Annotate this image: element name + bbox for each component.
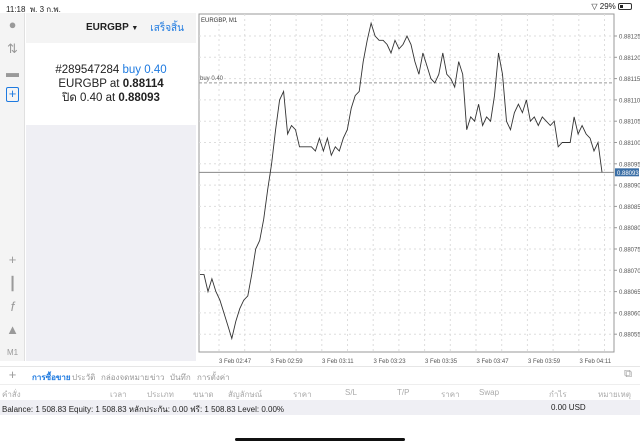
y-tick-label: 0.88100: [619, 141, 640, 147]
battery-icon: [618, 3, 632, 11]
balance-row: Balance: 1 508.83 Equity: 1 508.83 หลักป…: [0, 400, 640, 415]
y-tick-label: 0.88055: [619, 333, 640, 339]
col-current-price: ราคา: [441, 390, 460, 399]
order-id: #289547284: [55, 64, 120, 76]
col-time: เวลา: [110, 390, 127, 399]
open-price: 0.88114: [122, 78, 164, 90]
order-panel: EURGBP ▼ เสร็จสิ้น #289547284 buy 0.40 E…: [26, 13, 196, 361]
x-tick-label: 3 Feb 03:35: [425, 359, 458, 365]
clock: 11:18: [6, 5, 26, 14]
home-indicator[interactable]: [235, 438, 405, 441]
col-type: ประเภท: [147, 390, 174, 399]
wifi-icon: ▽: [591, 2, 598, 11]
current-price-label: 0.88093: [617, 171, 639, 177]
add-icon[interactable]: +: [8, 367, 17, 382]
total-profit: 0.00 USD: [551, 403, 586, 412]
expand-icon[interactable]: ⧉: [624, 368, 632, 380]
x-tick-label: 3 Feb 03:59: [528, 359, 561, 365]
chevron-down-icon: ▼: [131, 25, 139, 32]
col-sl: S/L: [345, 388, 358, 397]
y-tick-label: 0.88080: [619, 226, 640, 232]
y-tick-label: 0.88065: [619, 290, 640, 296]
order-panel-header: EURGBP ▼ เสร็จสิ้น: [26, 13, 196, 43]
y-tick-label: 0.88115: [619, 77, 640, 83]
new-order-icon[interactable]: +: [6, 87, 19, 102]
chart-svg[interactable]: 0.88125 0.88120 0.88115 0.88110 0.88105 0.881…: [197, 13, 640, 368]
y-tick-label: 0.88105: [619, 120, 640, 126]
y-tick-label: 0.88110: [619, 98, 640, 104]
trade-icon[interactable]: ⇅: [7, 41, 18, 56]
date: พ. 3 ก.พ.: [29, 5, 61, 14]
col-comment: หมายเหตุ: [598, 390, 631, 399]
bottom-tabs: การซื้อขาย ประวัติ กล่องจดหมาย ข่าว บันท…: [0, 366, 640, 383]
y-tick-label: 0.88075: [619, 248, 640, 254]
x-tick-label: 3 Feb 03:11: [322, 359, 354, 365]
tab-news[interactable]: ข่าว: [150, 373, 165, 382]
table-header: คำสั่ง เวลา ประเภท ขนาด สัญลักษณ์ ราคา S…: [0, 384, 640, 399]
close-price: 0.88093: [118, 92, 160, 104]
y-tick-label: 0.88060: [619, 311, 640, 317]
tab-journal[interactable]: บันทึก: [170, 373, 191, 382]
y-tick-label: 0.88125: [619, 35, 640, 41]
tab-history[interactable]: ประวัติ: [72, 373, 96, 382]
balance-summary: Balance: 1 508.83 Equity: 1 508.83 หลักป…: [2, 405, 285, 414]
y-tick-label: 0.88095: [619, 162, 640, 168]
order-symbol-label: EURGBP at: [58, 78, 120, 90]
y-tick-label: 0.88085: [619, 205, 640, 211]
account-icon[interactable]: ●: [8, 17, 17, 32]
tab-trade[interactable]: การซื้อขาย: [32, 373, 71, 382]
toolbar-left: ● ⇅ ▬ + + ┃ f ▲ M1: [0, 13, 25, 361]
crosshair-icon[interactable]: +: [8, 252, 17, 267]
order-line-label: buy 0.40: [200, 76, 224, 82]
current-price-tag: [615, 168, 639, 177]
price-line: [200, 21, 603, 341]
x-tick-label: 3 Feb 03:47: [477, 359, 510, 365]
col-order: คำสั่ง: [2, 390, 21, 399]
close-label: ปิด 0.40 at: [62, 92, 116, 104]
order-type: buy 0.40: [122, 64, 167, 76]
indicators-icon[interactable]: f: [10, 299, 15, 314]
x-tick-label: 3 Feb 02:47: [219, 359, 252, 365]
objects-icon[interactable]: ▲: [6, 322, 19, 337]
order-result: #289547284 buy 0.40 EURGBP at 0.88114 ปิ…: [26, 43, 196, 125]
price-chart[interactable]: 0.88125 0.88120 0.88115 0.88110 0.88105 0.881…: [197, 13, 640, 368]
plot-area: [198, 13, 615, 353]
chat-icon[interactable]: ▬: [6, 65, 19, 80]
y-tick-label: 0.88070: [619, 269, 640, 275]
symbol-selector[interactable]: EURGBP ▼: [86, 22, 139, 33]
x-tick-label: 3 Feb 03:23: [374, 359, 407, 365]
y-tick-label: 0.88090: [619, 184, 640, 190]
battery-percent: 29%: [599, 2, 616, 11]
col-profit: กำไร: [549, 390, 567, 399]
col-tp: T/P: [397, 388, 410, 397]
chart-type-icon[interactable]: ┃: [8, 276, 17, 291]
status-bar: 11:18 พ. 3 ก.พ. ▽ 29%: [0, 0, 640, 14]
col-symbol: สัญลักษณ์: [228, 390, 263, 399]
col-price: ราคา: [293, 390, 312, 399]
chart-title: EURGBP, M1: [201, 18, 238, 24]
x-tick-label: 3 Feb 02:59: [271, 359, 304, 365]
tab-settings[interactable]: การตั้งค่า: [197, 373, 230, 382]
y-tick-label: 0.88120: [619, 56, 640, 62]
tab-mailbox[interactable]: กล่องจดหมาย: [101, 373, 150, 382]
x-tick-label: 3 Feb 04:11: [580, 359, 612, 365]
col-volume: ขนาด: [193, 390, 214, 399]
col-swap: Swap: [479, 388, 500, 397]
done-button[interactable]: เสร็จสิ้น: [150, 23, 184, 34]
timeframe-button[interactable]: M1: [6, 348, 19, 357]
